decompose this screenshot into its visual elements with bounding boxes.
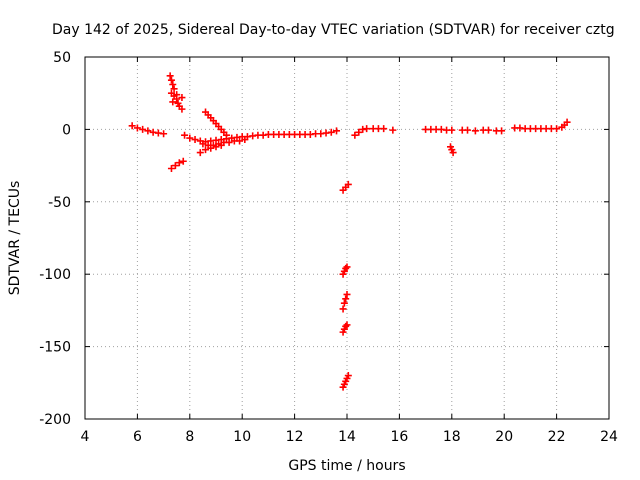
data-point xyxy=(173,91,181,99)
y-tick-label: -200 xyxy=(39,412,71,428)
data-point xyxy=(553,125,561,133)
data-point xyxy=(178,94,186,102)
data-point xyxy=(225,138,233,146)
axis-ticks: 4 6 8 10 12 14 16 18 20 22 24 -200 -150 -100 -50 0 50 xyxy=(39,50,618,445)
data-point xyxy=(199,140,207,148)
data-point xyxy=(181,131,189,139)
data-point xyxy=(175,159,183,167)
data-point xyxy=(343,263,351,271)
x-tick-label: 24 xyxy=(600,429,618,445)
chart-title: Day 142 of 2025, Sidereal Day-to-day VTE… xyxy=(52,22,615,38)
data-point xyxy=(448,126,456,134)
y-tick-label: 0 xyxy=(62,122,71,138)
x-tick-label: 20 xyxy=(495,429,513,445)
data-point xyxy=(133,124,141,132)
y-tick-label: -50 xyxy=(48,195,71,211)
data-point xyxy=(339,305,347,313)
data-point xyxy=(343,290,351,298)
x-tick-label: 8 xyxy=(185,429,194,445)
data-point xyxy=(340,299,348,307)
y-tick-label: -100 xyxy=(39,267,71,283)
x-tick-label: 12 xyxy=(286,429,304,445)
data-point xyxy=(196,149,204,157)
data-point xyxy=(160,130,168,138)
data-point xyxy=(128,122,136,130)
data-point xyxy=(333,127,341,135)
data-point xyxy=(191,136,199,144)
data-point xyxy=(363,125,371,133)
x-tick-label: 6 xyxy=(133,429,142,445)
x-tick-label: 10 xyxy=(233,429,251,445)
data-point xyxy=(171,162,179,170)
data-point xyxy=(139,125,147,133)
data-point xyxy=(167,76,175,84)
x-tick-label: 16 xyxy=(390,429,408,445)
data-point xyxy=(217,141,225,149)
y-axis-label: SDTVAR / TECUs xyxy=(7,181,23,296)
data-point xyxy=(343,321,351,329)
data-point xyxy=(144,127,152,135)
data-point xyxy=(169,98,177,106)
data-point xyxy=(389,126,397,134)
grid xyxy=(85,57,609,419)
data-point xyxy=(167,164,175,172)
y-tick-label: -150 xyxy=(39,340,71,356)
data-points xyxy=(128,72,571,391)
data-point xyxy=(355,128,363,136)
x-axis-label: GPS time / hours xyxy=(288,458,405,474)
data-point xyxy=(471,127,479,135)
data-point xyxy=(178,105,186,113)
y-tick-label: 50 xyxy=(53,50,71,66)
data-point xyxy=(212,143,220,151)
data-point xyxy=(327,128,335,136)
data-point xyxy=(498,127,506,135)
data-point xyxy=(179,157,187,165)
x-tick-label: 4 xyxy=(81,429,90,445)
data-point xyxy=(169,81,177,89)
data-point xyxy=(207,144,215,152)
data-point xyxy=(236,137,244,145)
data-point xyxy=(563,118,571,126)
data-point xyxy=(202,146,210,154)
data-point xyxy=(166,72,174,80)
data-point xyxy=(464,126,472,134)
data-point xyxy=(344,372,352,380)
data-point xyxy=(342,322,350,330)
data-point xyxy=(170,85,178,93)
data-point xyxy=(342,264,350,272)
x-tick-label: 18 xyxy=(443,429,461,445)
data-point xyxy=(449,149,457,157)
data-point xyxy=(380,125,388,133)
data-point xyxy=(344,180,352,188)
data-point xyxy=(342,295,350,303)
data-point xyxy=(241,136,249,144)
data-point xyxy=(222,131,230,139)
data-point xyxy=(351,131,359,139)
data-point xyxy=(186,134,194,142)
x-tick-label: 22 xyxy=(548,429,566,445)
data-point xyxy=(484,126,492,134)
x-tick-label: 14 xyxy=(338,429,356,445)
